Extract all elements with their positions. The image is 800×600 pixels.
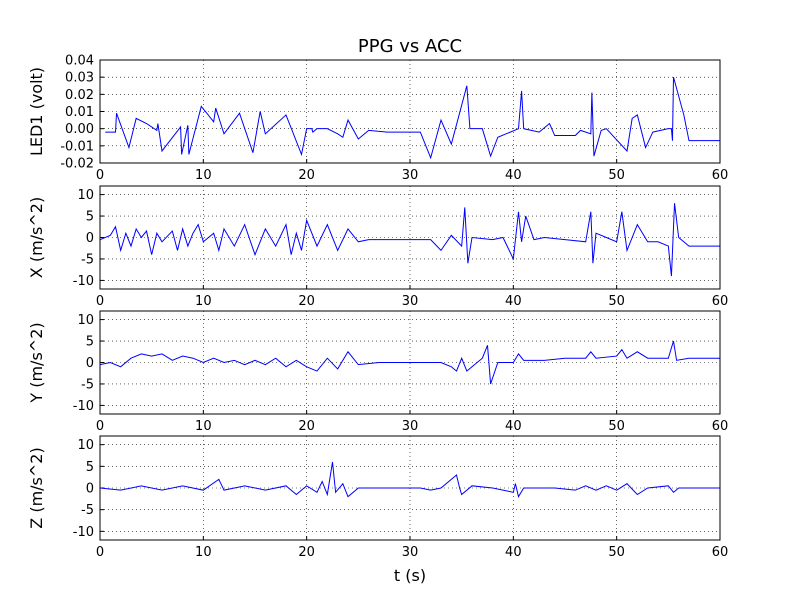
y-tick-label: -10: [73, 274, 94, 289]
y-tick-label: 0.01: [65, 105, 94, 120]
x-tick-label: 30: [402, 545, 419, 560]
x-tick-label: 60: [712, 419, 729, 434]
x-tick-label: 0: [96, 168, 104, 183]
x-tick-label: 20: [298, 294, 315, 309]
y-tick-label: 0: [86, 482, 94, 497]
y-tick-label: -5: [81, 377, 94, 392]
y-axis-label: X (m/s^2): [27, 197, 46, 278]
y-axis-label: LED1 (volt): [27, 67, 46, 156]
data-line: [99, 203, 720, 277]
y-tick-label: 0: [86, 231, 94, 246]
x-tick-label: 50: [608, 168, 625, 183]
x-tick-label: 60: [712, 545, 729, 560]
x-tick-label: 10: [195, 419, 212, 434]
x-tick-label: 10: [195, 294, 212, 309]
x-tick-label: 10: [195, 545, 212, 560]
y-tick-label: 5: [86, 460, 94, 475]
x-tick-label: 0: [96, 545, 104, 560]
x-tick-label: 40: [505, 419, 522, 434]
x-tick-label: 60: [712, 168, 729, 183]
x-tick-label: 40: [505, 168, 522, 183]
x-tick-label: 20: [298, 419, 315, 434]
y-tick-label: -5: [81, 252, 94, 267]
axes-frame: [99, 185, 721, 290]
y-tick-label: 0.03: [65, 71, 94, 86]
data-line: [99, 340, 720, 385]
chart-title: PPG vs ACC: [358, 36, 462, 57]
y-tick-label: -0.02: [60, 157, 94, 172]
x-tick-label: 50: [608, 294, 625, 309]
y-tick-label: -10: [73, 525, 94, 540]
y-axis-label: Z (m/s^2): [27, 447, 46, 528]
x-tick-label: 30: [402, 419, 419, 434]
x-tick-label: 10: [195, 168, 212, 183]
y-axis-label: Y (m/s^2): [27, 322, 46, 403]
x-tick-label: 20: [298, 168, 315, 183]
data-line: [105, 77, 720, 160]
data-line: [99, 461, 720, 498]
y-tick-label: 5: [86, 210, 94, 225]
axes-frame: [99, 435, 721, 541]
x-tick-label: 30: [402, 168, 419, 183]
x-tick-label: 40: [505, 294, 522, 309]
y-tick-label: 10: [77, 188, 94, 203]
y-tick-label: 0.00: [65, 122, 94, 137]
x-tick-label: 50: [608, 545, 625, 560]
y-tick-label: 0.04: [65, 54, 94, 69]
x-tick-label: 0: [96, 294, 104, 309]
axes-frame: [99, 310, 721, 415]
y-tick-label: -0.01: [60, 139, 94, 154]
x-tick-label: 30: [402, 294, 419, 309]
y-tick-label: -10: [73, 399, 94, 414]
x-tick-label: 50: [608, 419, 625, 434]
x-axis-label: t (s): [394, 566, 426, 585]
y-tick-label: 0: [86, 356, 94, 371]
y-tick-label: 0.02: [65, 88, 94, 103]
y-tick-label: 5: [86, 335, 94, 350]
y-tick-label: 10: [77, 313, 94, 328]
x-tick-label: 0: [96, 419, 104, 434]
x-tick-label: 40: [505, 545, 522, 560]
y-tick-label: -5: [81, 503, 94, 518]
x-tick-label: 60: [712, 294, 729, 309]
x-tick-label: 20: [298, 545, 315, 560]
y-tick-label: 10: [77, 438, 94, 453]
axes-frame: [99, 59, 721, 164]
